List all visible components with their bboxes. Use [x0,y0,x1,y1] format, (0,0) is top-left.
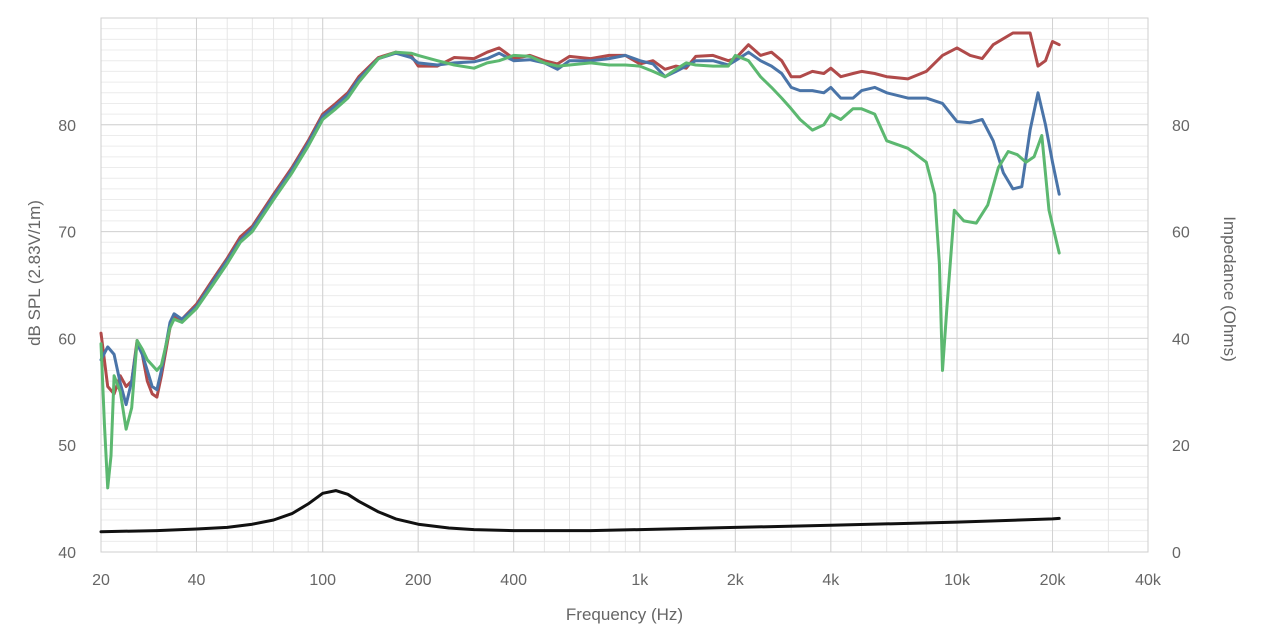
x-axis-title: Frequency (Hz) [566,605,683,624]
y-axis-ticks: 40 50 60 70 80 [58,118,76,562]
series-layer [99,31,1061,534]
y-axis-title: dB SPL (2.83V/1m) [25,200,44,346]
x-tick-label: 10k [944,572,971,589]
y2-axis-title: Impedance (Ohms) [1220,216,1239,362]
y-tick-label: 50 [58,438,76,455]
x-tick-label: 40 [188,572,206,589]
y2-tick-label: 80 [1172,118,1190,135]
y2-tick-label: 40 [1172,331,1190,348]
x-tick-label: 400 [500,572,527,589]
y2-tick-label: 0 [1172,545,1181,562]
y-tick-label: 60 [58,331,76,348]
series-line-3 [99,50,1061,490]
series-line-2 [99,50,1061,407]
x-tick-label: 20k [1040,572,1067,589]
x-tick-label: 40k [1135,572,1162,589]
x-tick-label: 100 [309,572,336,589]
y2-axis-ticks: 0 20 40 60 80 [1172,118,1190,562]
x-tick-label: 1k [631,572,649,589]
grid-minor-lines [100,17,1149,553]
grid-major-lines [100,18,1149,553]
series-line-1 [99,31,1061,399]
x-tick-label: 200 [405,572,432,589]
y2-tick-label: 60 [1172,225,1190,242]
x-axis-ticks: 20 40 100 200 400 1k 2k 4k 10k 20k 40k [92,572,1162,589]
y2-tick-label: 20 [1172,438,1190,455]
y-tick-label: 80 [58,118,76,135]
x-tick-label: 2k [727,572,745,589]
plot-frame [100,17,1149,553]
y-tick-label: 40 [58,545,76,562]
x-tick-label: 4k [822,572,840,589]
series-line-4 [99,489,1061,534]
y-tick-label: 70 [58,225,76,242]
x-tick-label: 20 [92,572,110,589]
